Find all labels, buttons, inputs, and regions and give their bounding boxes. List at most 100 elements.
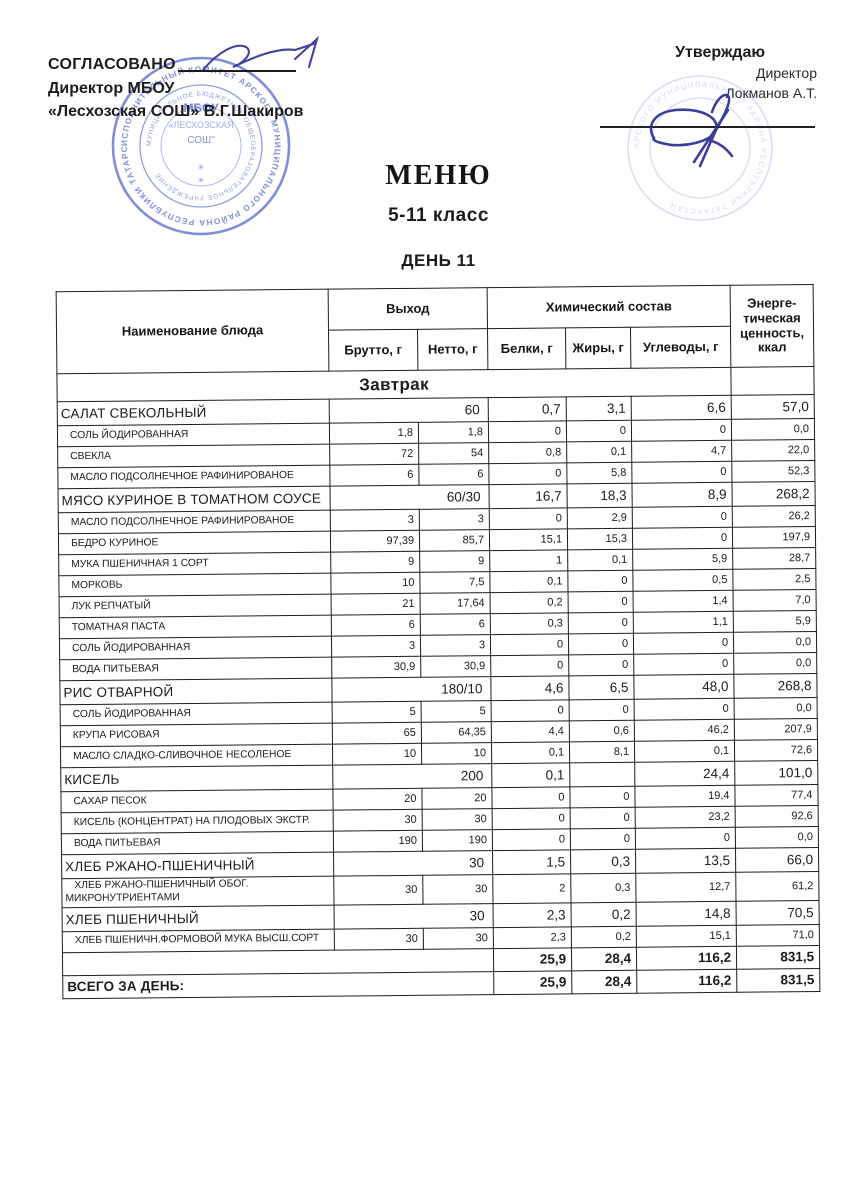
- protein-cell: 4,6: [490, 675, 570, 701]
- kcal-cell: 71,0: [736, 924, 820, 947]
- fat-cell: 18,3: [567, 483, 633, 508]
- kcal-cell: 57,0: [731, 394, 815, 420]
- carbs-cell: 1,4: [633, 590, 734, 613]
- ingredient-name-cell: СОЛЬ ЙОДИРОВАННАЯ: [57, 423, 330, 447]
- protein-cell: 4,4: [491, 720, 570, 743]
- fat-cell: 0: [569, 699, 635, 721]
- director-mbou-label: Директор МБОУ: [48, 80, 175, 97]
- stamp-center-school: «ЛЕСХОЗСКАЯ: [168, 120, 233, 130]
- kcal-cell: 77,4: [734, 784, 819, 807]
- protein-cell: 16,7: [489, 483, 568, 509]
- protein-cell: 1: [489, 549, 568, 572]
- kcal-cell: 92,6: [735, 805, 819, 828]
- kcal-cell: 0,0: [733, 631, 817, 654]
- protein-cell: 0: [488, 462, 568, 485]
- ingredient-name-cell: МАСЛО ПОДСОЛНЕЧНОЕ РАФИНИРОВАНОЕ: [58, 510, 331, 534]
- netto-cell: 6: [420, 613, 491, 636]
- netto-cell: 30,9: [420, 655, 491, 678]
- netto-cell: 64,35: [421, 721, 492, 744]
- signature-left: [201, 36, 319, 72]
- col-header-dish-name: Наименование блюда: [56, 289, 329, 374]
- carbs-cell: 6,6: [631, 395, 732, 421]
- protein-cell: 0,2: [490, 591, 569, 614]
- fat-cell: 0: [569, 786, 636, 808]
- kcal-cell: 61,2: [735, 871, 820, 902]
- signature-line-right: [600, 126, 815, 128]
- protein-cell: 0: [489, 507, 568, 530]
- protein-cell: 0: [490, 654, 569, 677]
- stamp-star: ✳: [198, 176, 205, 185]
- col-header-energy: Энерге-тическая ценность, ккал: [730, 284, 814, 368]
- approved-label: Утверждаю: [675, 44, 765, 61]
- fat-cell: 15,3: [567, 528, 633, 550]
- signature-right: [649, 93, 734, 168]
- page-title: МЕНЮ: [385, 160, 492, 191]
- carbs-cell: 116,2: [636, 946, 737, 970]
- output-cell: 30: [333, 850, 493, 877]
- fat-cell: 0: [568, 612, 634, 634]
- ingredient-name-cell: БЕДРО КУРИНОЕ: [58, 531, 331, 555]
- kcal-cell: 0,0: [733, 652, 817, 675]
- kcal-cell: 26,2: [732, 505, 816, 528]
- kcal-cell: 101,0: [734, 760, 818, 786]
- ingredient-name-cell: МУКА ПШЕНИЧНАЯ 1 СОРТ: [58, 552, 331, 576]
- netto-cell: 30: [423, 927, 494, 950]
- agreed-label: СОГЛАСОВАНО: [48, 56, 176, 73]
- carbs-cell: 14,8: [636, 901, 737, 926]
- protein-cell: 25,9: [493, 947, 572, 972]
- netto-cell: 17,64: [420, 592, 491, 615]
- carbs-cell: 0: [632, 527, 733, 550]
- carbs-cell: 46,2: [634, 719, 735, 742]
- netto-cell: 190: [422, 829, 493, 852]
- kcal-cell: 268,2: [732, 481, 816, 507]
- fat-cell: 0,3: [570, 849, 636, 874]
- kcal-cell: 66,0: [735, 847, 819, 873]
- carbs-cell: 13,5: [635, 848, 736, 874]
- protein-cell: 0: [490, 633, 569, 656]
- carbs-cell: 0: [631, 461, 733, 484]
- fat-cell: 0: [567, 570, 634, 592]
- fat-cell: 2,9: [567, 507, 633, 529]
- director-label: Директор: [756, 65, 817, 81]
- protein-cell: 2,3: [493, 926, 572, 949]
- fat-cell: 28,4: [571, 946, 637, 971]
- fat-cell: 0,2: [571, 901, 637, 927]
- protein-cell: 0,1: [491, 741, 570, 764]
- output-cell: 60: [329, 397, 489, 424]
- netto-cell: 9: [419, 550, 490, 573]
- col-header-chemical: Химический состав: [487, 285, 731, 329]
- ingredient-name-cell: СОЛЬ ЙОДИРОВАННАЯ: [59, 636, 332, 660]
- brutto-cell: 3: [330, 509, 420, 532]
- output-cell: 200: [332, 763, 492, 790]
- protein-cell: 0,8: [488, 441, 567, 464]
- ingredient-name-cell: КРУПА РИСОВАЯ: [60, 723, 333, 747]
- kcal-cell: 197,9: [732, 526, 816, 549]
- fat-cell: 0: [568, 591, 634, 613]
- kcal-cell: 0,0: [734, 697, 818, 720]
- col-header-fat: Жиры, г: [565, 327, 631, 369]
- protein-cell: 0: [491, 699, 570, 722]
- ingredient-name-cell: ЛУК РЕПЧАТЫЙ: [59, 594, 332, 618]
- netto-cell: 85,7: [419, 529, 490, 552]
- class-range-subtitle: 5-11 класс: [388, 205, 489, 226]
- col-header-netto: Нетто, г: [417, 328, 488, 371]
- brutto-cell: 97,39: [330, 530, 420, 553]
- col-header-output: Выход: [328, 287, 488, 331]
- carbs-cell: 0,5: [632, 569, 734, 592]
- protein-cell: 0: [492, 807, 571, 830]
- output-cell: 180/10: [331, 676, 492, 703]
- carbs-cell: 116,2: [636, 969, 737, 993]
- carbs-cell: 5,9: [632, 548, 733, 571]
- fat-cell: 0,3: [570, 873, 637, 903]
- carbs-cell: 19,4: [634, 785, 736, 808]
- brutto-cell: 65: [332, 722, 422, 745]
- fat-cell: 8,1: [569, 741, 635, 763]
- brutto-cell: 6: [331, 614, 421, 637]
- dish-name-cell: КИСЕЛЬ: [60, 765, 333, 792]
- protein-cell: 25,9: [493, 970, 572, 995]
- kcal-cell: 2,5: [732, 568, 817, 591]
- kcal-cell: 5,9: [733, 610, 817, 633]
- ingredient-name-cell: ХЛЕБ РЖАНО-ПШЕНИЧНЫЙ ОБОГ. МИКРОНУТРИЕНТ…: [61, 876, 335, 908]
- carbs-cell: 24,4: [634, 761, 735, 787]
- protein-cell: 0,1: [491, 762, 570, 788]
